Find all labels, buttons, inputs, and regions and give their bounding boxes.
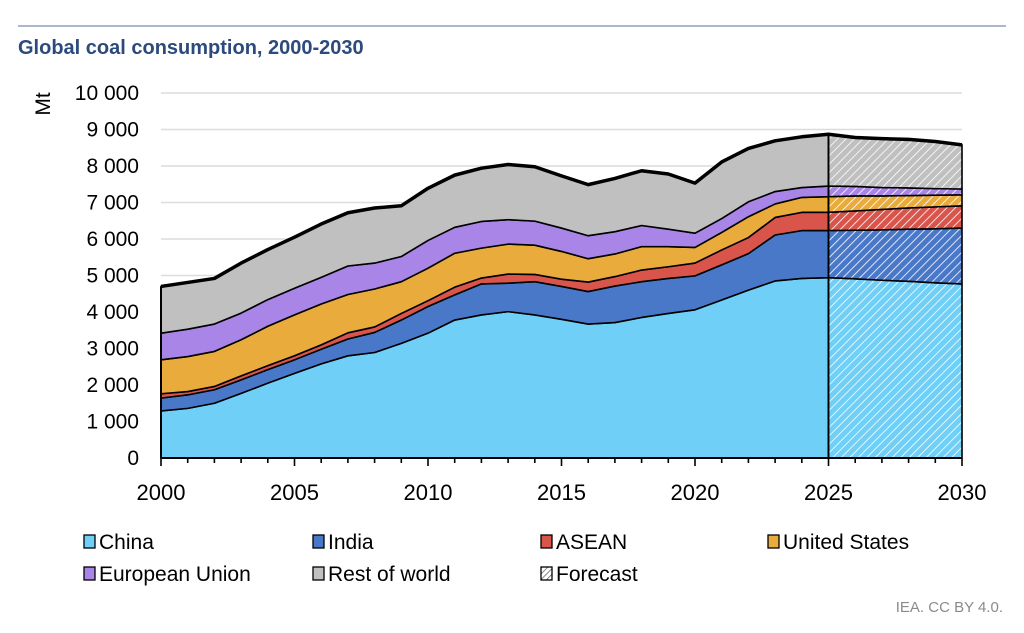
legend-label: European Union [99, 563, 251, 586]
legend-swatch-china [83, 534, 96, 549]
y-tick-label: 10 000 [75, 82, 139, 105]
legend-swatch-india [312, 534, 325, 549]
x-tick-label: 2000 [137, 480, 186, 505]
x-tick-label: 2020 [671, 480, 720, 505]
y-tick-label: 2 000 [86, 374, 139, 397]
y-tick-label: 9 000 [86, 119, 139, 142]
source-note: IEA. CC BY 4.0. [896, 599, 1003, 616]
y-tick-label: 7 000 [86, 192, 139, 215]
x-tick-label: 2030 [938, 480, 987, 505]
legend-label: Rest of world [328, 563, 451, 586]
y-tick-label: 1 000 [86, 411, 139, 434]
legend-swatch-european-union [83, 566, 96, 581]
legend-swatch-rest-of-world [312, 566, 325, 581]
x-tick-label: 2015 [537, 480, 586, 505]
axes: 0 1 000 2 000 3 000 4 000 5 000 6 000 7 000 8 00… [75, 82, 987, 505]
stacked-areas [160, 132, 963, 459]
area-forecast-india [827, 227, 963, 285]
x-tick-label: 2025 [804, 480, 853, 505]
legend-swatch-united-states [767, 534, 780, 549]
y-tick-label: 0 [127, 447, 139, 470]
y-tick-label: 3 000 [86, 338, 139, 361]
legend-label: ASEAN [556, 531, 627, 554]
chart-title: Global coal consumption, 2000-2030 [18, 37, 364, 59]
y-tick-label: 5 000 [86, 265, 139, 288]
legend-label: China [99, 531, 154, 554]
y-tick-label: 4 000 [86, 301, 139, 324]
legend: China India ASEAN United States European Uni… [83, 531, 909, 586]
x-tick-label: 2005 [270, 480, 319, 505]
y-tick-label: 6 000 [86, 228, 139, 251]
y-tick-label: 8 000 [86, 155, 139, 178]
x-tick-label: 2010 [404, 480, 453, 505]
legend-label: India [328, 531, 374, 554]
area-forecast-china [827, 276, 963, 459]
legend-label: United States [783, 531, 909, 554]
legend-label: Forecast [556, 563, 638, 586]
legend-swatch-forecast [540, 566, 553, 581]
y-axis-label: Mt [32, 92, 55, 115]
legend-swatch-asean [540, 534, 553, 549]
